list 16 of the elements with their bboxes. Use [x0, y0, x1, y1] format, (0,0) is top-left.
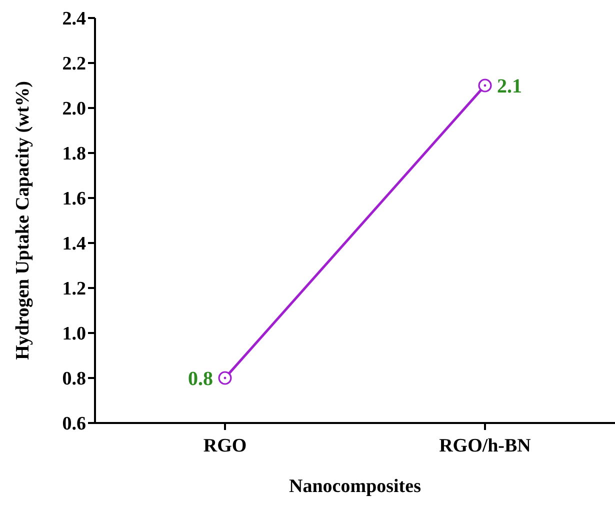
y-axis-title: Hydrogen Uptake Capacity (wt%)	[12, 81, 34, 360]
y-tick-label: 0.8	[62, 368, 86, 390]
y-tick-label: 1.0	[62, 324, 86, 345]
y-tick-label: 2.4	[62, 8, 86, 30]
x-tick-label: RGO	[203, 435, 247, 456]
y-tick-label: 0.6	[62, 414, 86, 435]
y-tick-label: 1.4	[62, 234, 86, 255]
y-tick-label: 1.2	[62, 278, 86, 300]
y-tick-label: 1.6	[62, 188, 86, 210]
data-label: 0.8	[188, 368, 213, 390]
x-tick-label: RGO/h-BN	[439, 435, 532, 456]
data-label: 2.1	[497, 76, 522, 98]
y-tick-label: 1.8	[62, 144, 86, 165]
y-tick-label: 2.2	[62, 54, 86, 75]
y-tick-label: 2.0	[62, 98, 86, 120]
x-axis-title: Nanocomposites	[289, 476, 421, 497]
